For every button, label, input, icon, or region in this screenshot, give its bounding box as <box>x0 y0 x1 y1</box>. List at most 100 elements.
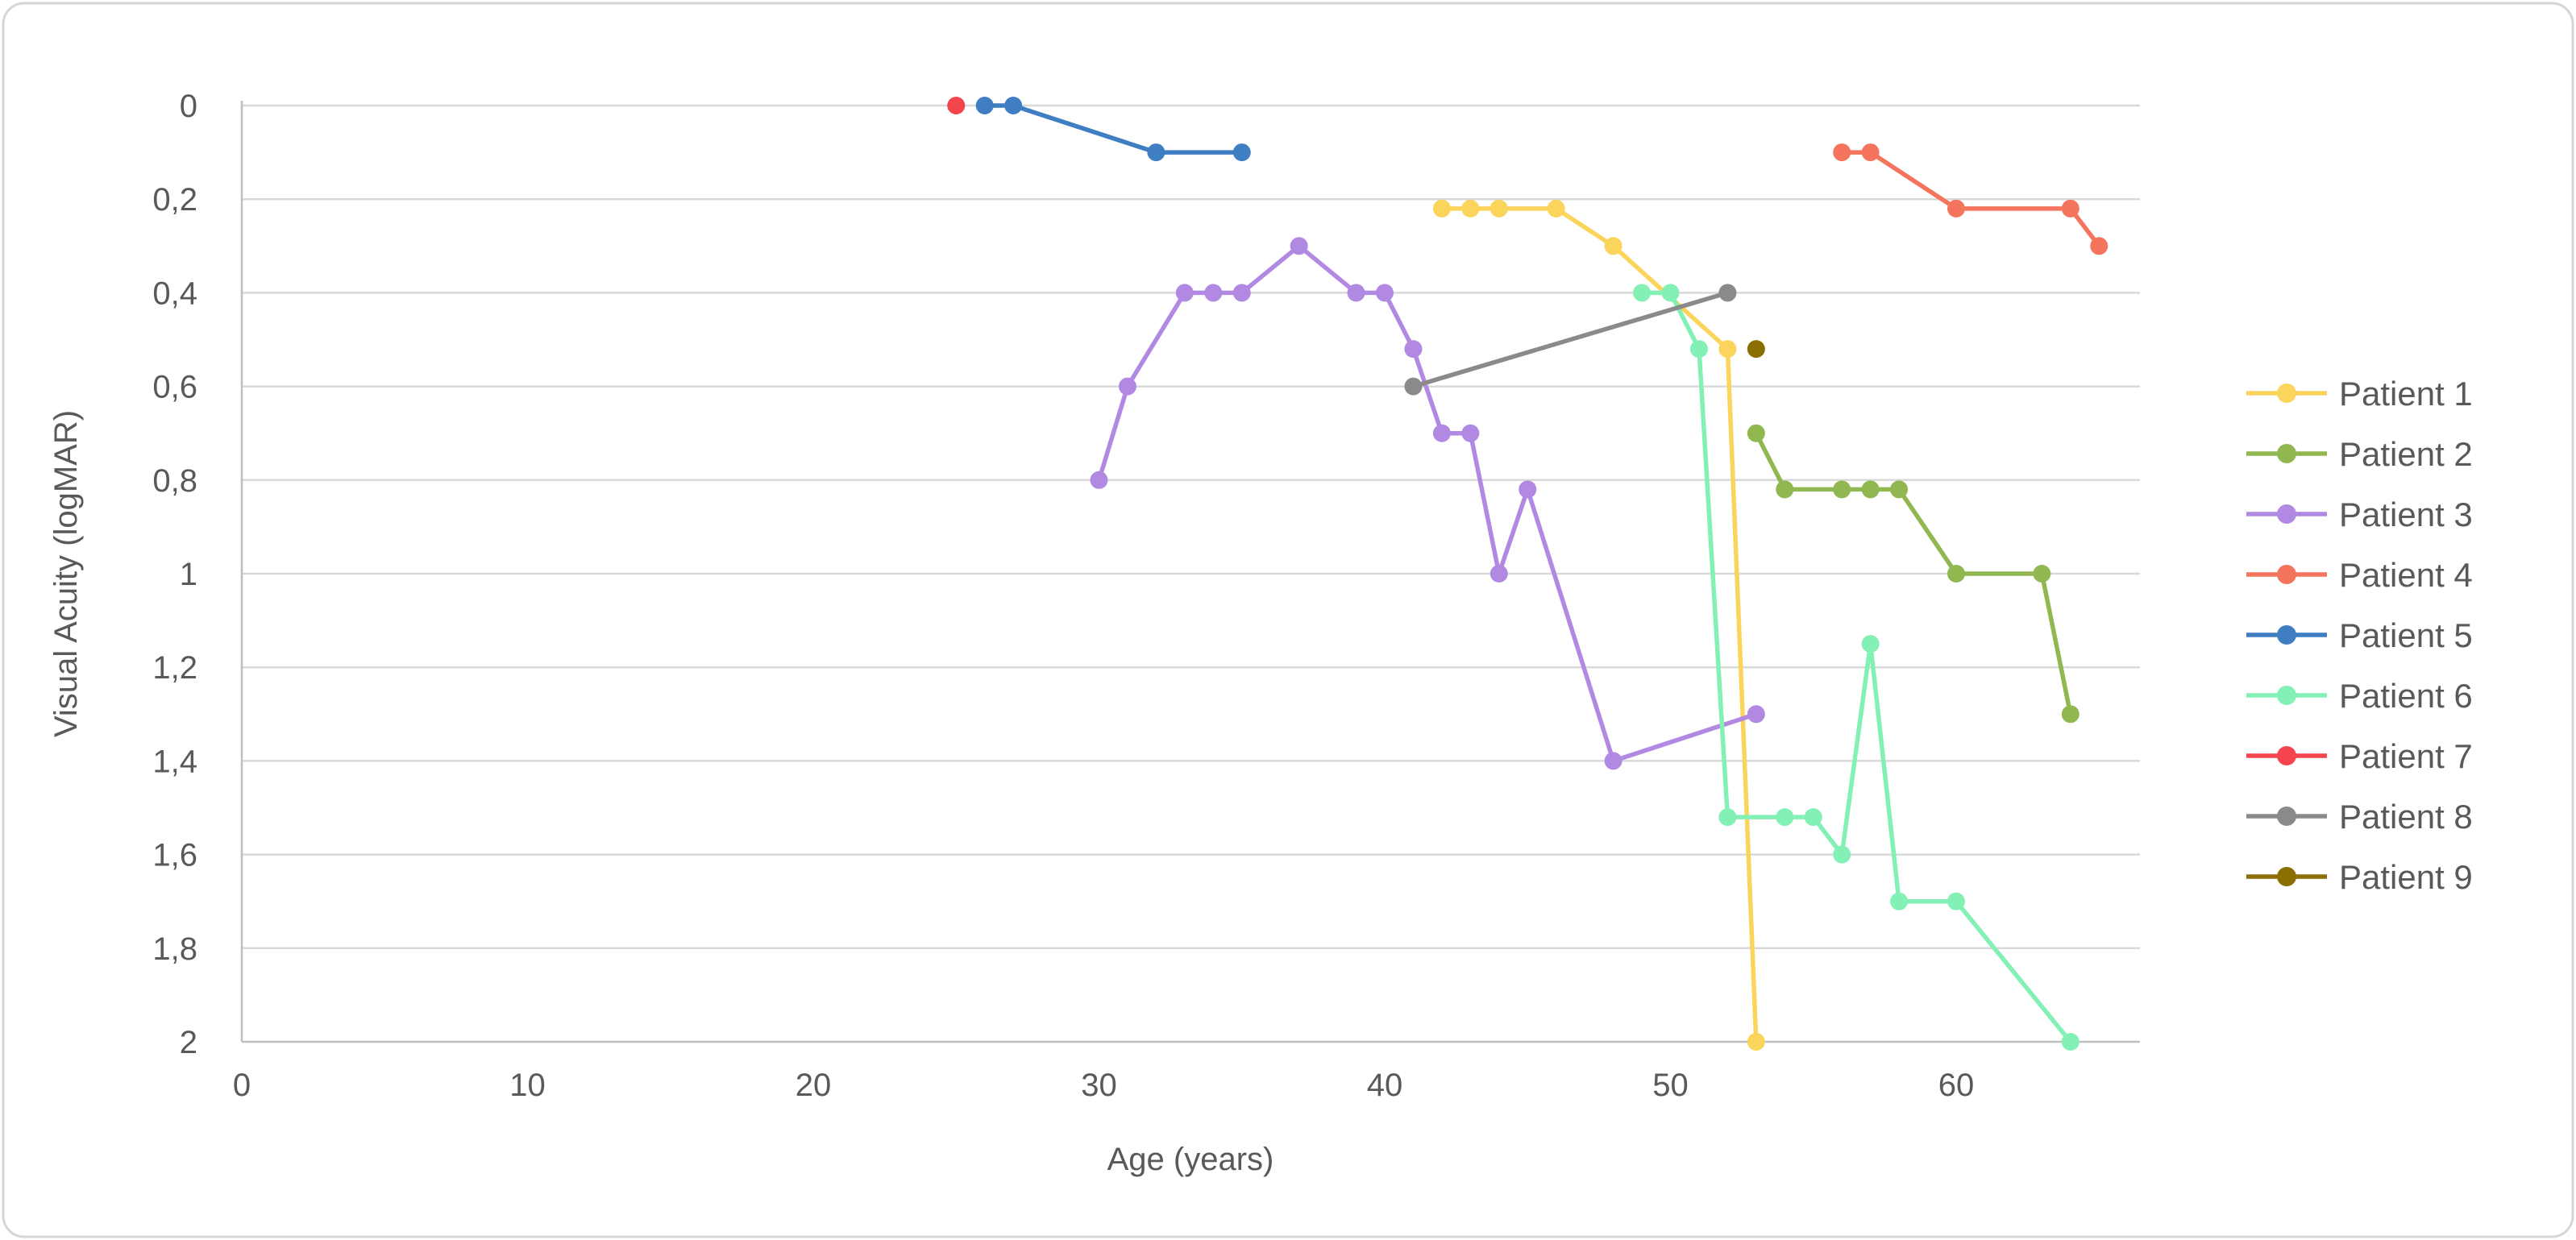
series-line <box>982 103 1244 155</box>
data-point[interactable] <box>1776 808 1794 827</box>
data-point[interactable] <box>1232 284 1251 302</box>
y-tick-label: 1,6 <box>152 838 197 873</box>
legend-label: Patient 9 <box>2339 858 2473 896</box>
data-point[interactable] <box>1118 377 1136 396</box>
data-point[interactable] <box>1890 480 1909 499</box>
data-point[interactable] <box>1004 97 1023 114</box>
data-point[interactable] <box>1776 480 1794 499</box>
legend-label: Patient 8 <box>2339 798 2473 836</box>
data-point[interactable] <box>1519 480 1537 499</box>
legend-item-patient-2[interactable]: Patient 2 <box>2246 435 2473 473</box>
series-line <box>1411 290 1730 389</box>
y-tick-label: 2 <box>180 1025 197 1060</box>
data-point[interactable] <box>1547 199 1565 218</box>
legend-label: Patient 3 <box>2339 496 2473 533</box>
data-point[interactable] <box>1890 892 1909 910</box>
data-point[interactable] <box>1633 284 1652 302</box>
tick-labels: 00,20,40,60,811,21,41,61,820 10 20 30 40 50 60 <box>152 89 1974 1103</box>
series-patient-1 <box>1432 199 1765 1051</box>
data-point[interactable] <box>1947 565 1965 583</box>
data-point[interactable] <box>1718 340 1737 359</box>
data-point[interactable] <box>1204 284 1223 302</box>
data-point[interactable] <box>1376 284 1394 302</box>
x-tick-label: 0 <box>233 1068 251 1103</box>
legend-marker-dot <box>2277 625 2296 645</box>
data-point[interactable] <box>2061 1033 2079 1051</box>
legend-item-patient-7[interactable]: Patient 7 <box>2246 737 2473 775</box>
series-patient-3 <box>1090 237 1765 770</box>
legend-label: Patient 1 <box>2339 375 2473 413</box>
data-point[interactable] <box>1861 480 1880 499</box>
data-point[interactable] <box>1232 143 1251 162</box>
series-patient-8 <box>1404 284 1737 396</box>
data-point[interactable] <box>1747 705 1765 724</box>
data-point[interactable] <box>1604 237 1622 255</box>
legend-marker-dot <box>2277 565 2296 584</box>
data-point[interactable] <box>1861 635 1880 653</box>
legend-item-patient-9[interactable]: Patient 9 <box>2246 858 2473 896</box>
data-point[interactable] <box>1404 340 1423 359</box>
legend-label: Patient 5 <box>2339 616 2473 654</box>
data-point[interactable] <box>1947 892 1965 910</box>
x-tick-label: 20 <box>796 1068 832 1103</box>
legend-item-patient-4[interactable]: Patient 4 <box>2246 556 2473 594</box>
data-point[interactable] <box>1604 752 1622 770</box>
data-point[interactable] <box>1347 284 1365 302</box>
series-patient-2 <box>1747 424 2079 724</box>
data-point[interactable] <box>1461 199 1480 218</box>
y-tick-label: 0,6 <box>152 370 197 405</box>
legend-marker-dot <box>2277 807 2296 826</box>
legend-marker-dot <box>2277 384 2296 403</box>
data-point[interactable] <box>1833 143 1851 162</box>
legend-item-patient-6[interactable]: Patient 6 <box>2246 677 2473 715</box>
data-point[interactable] <box>1090 471 1108 489</box>
data-point[interactable] <box>1490 199 1508 218</box>
data-point[interactable] <box>1718 808 1737 827</box>
data-point[interactable] <box>1747 1033 1765 1051</box>
series-patient-5 <box>975 97 1251 162</box>
x-tick-label: 10 <box>509 1068 546 1103</box>
data-point[interactable] <box>1804 808 1822 827</box>
data-point[interactable] <box>2061 199 2079 218</box>
data-point[interactable] <box>1147 143 1165 162</box>
y-tick-label: 0,8 <box>152 463 197 499</box>
data-point[interactable] <box>2033 565 2051 583</box>
data-point[interactable] <box>2061 705 2079 724</box>
data-point[interactable] <box>1290 237 1308 255</box>
y-tick-label: 1 <box>180 557 197 592</box>
data-point[interactable] <box>1175 284 1194 302</box>
data-point[interactable] <box>1432 199 1451 218</box>
data-point[interactable] <box>1461 424 1480 442</box>
legend-label: Patient 6 <box>2339 677 2473 715</box>
data-point[interactable] <box>2090 237 2109 255</box>
data-point[interactable] <box>1404 377 1423 396</box>
legend-item-patient-5[interactable]: Patient 5 <box>2246 616 2473 654</box>
series-patient-7 <box>947 97 966 114</box>
series-patient-4 <box>1833 143 2109 255</box>
data-point[interactable] <box>947 97 966 114</box>
y-tick-label: 0,2 <box>152 182 197 218</box>
data-point[interactable] <box>1833 845 1851 864</box>
legend-item-patient-1[interactable]: Patient 1 <box>2246 375 2473 413</box>
legend-label: Patient 4 <box>2339 556 2473 594</box>
legend: Patient 1 Patient 2 Patient 3 Patient 4 Pati… <box>2246 375 2473 896</box>
data-point[interactable] <box>1861 143 1880 162</box>
legend-marker-dot <box>2277 504 2296 524</box>
data-point[interactable] <box>975 97 994 114</box>
data-point[interactable] <box>1718 284 1737 302</box>
data-point[interactable] <box>1947 199 1965 218</box>
data-point[interactable] <box>1833 480 1851 499</box>
data-point[interactable] <box>1490 565 1508 583</box>
legend-marker-dot <box>2277 867 2296 886</box>
data-point[interactable] <box>1689 340 1708 359</box>
data-point[interactable] <box>1747 424 1765 442</box>
data-point[interactable] <box>1432 424 1451 442</box>
gridlines <box>242 104 2140 1043</box>
y-tick-label: 1,4 <box>152 744 197 779</box>
data-point[interactable] <box>1661 284 1680 302</box>
data-point[interactable] <box>1747 340 1765 359</box>
legend-item-patient-8[interactable]: Patient 8 <box>2246 798 2473 836</box>
legend-item-patient-3[interactable]: Patient 3 <box>2246 496 2473 533</box>
